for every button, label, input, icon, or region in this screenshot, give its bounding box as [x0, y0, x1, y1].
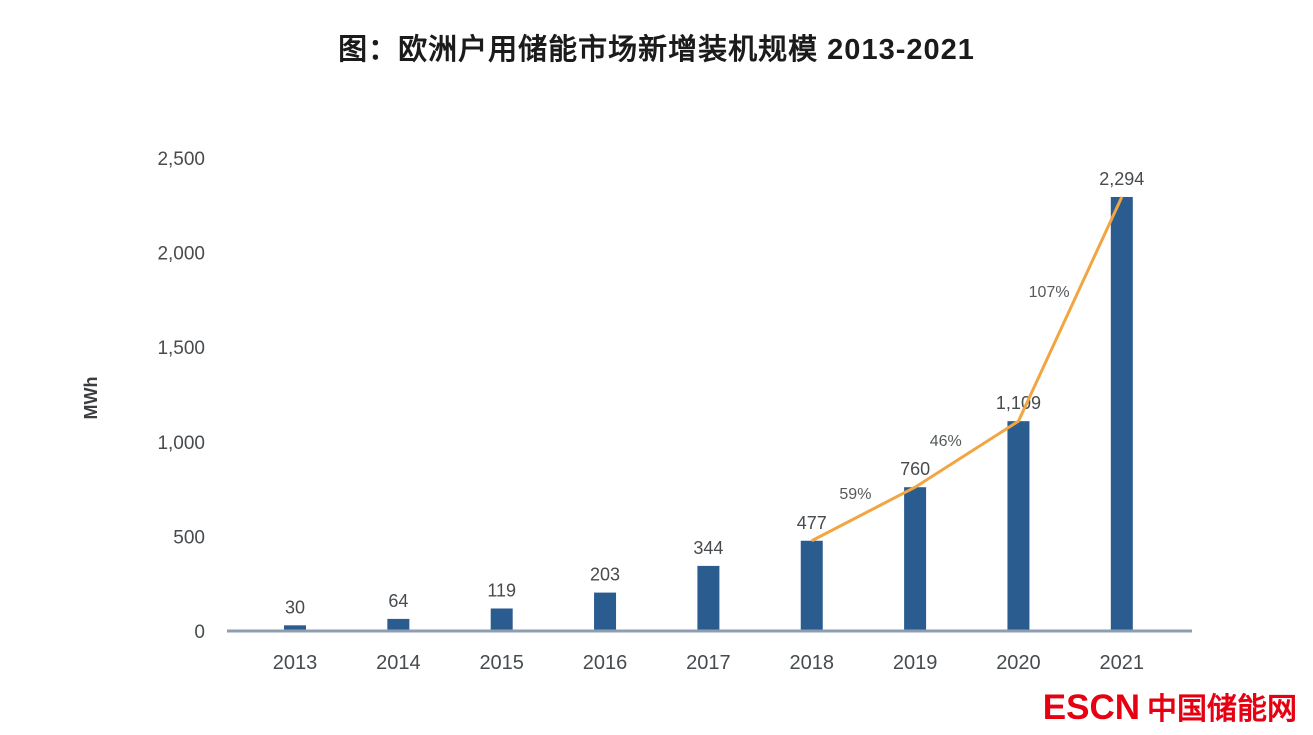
y-axis-tick-label: 1,500 — [157, 338, 205, 359]
x-axis-label: 2016 — [583, 652, 628, 674]
y-axis-tick-label: 500 — [173, 527, 205, 548]
x-axis-label: 2021 — [1100, 652, 1145, 674]
escn-logo-chinese: 中国储能网 — [1147, 693, 1297, 726]
x-axis-label: 2020 — [996, 652, 1041, 674]
bar-2014 — [387, 618, 410, 631]
y-axis-tick-label: 2,500 — [157, 149, 205, 170]
escn-logo: ESCN 中国储能网 — [1043, 690, 1297, 725]
x-axis-label: 2014 — [376, 652, 421, 674]
bar-value-label: 760 — [900, 459, 930, 479]
bar-value-label: 119 — [487, 580, 516, 600]
bar-2019 — [904, 487, 927, 631]
growth-rate-label: 46% — [930, 433, 962, 450]
x-axis-label: 2018 — [790, 652, 835, 674]
bar-value-label: 203 — [590, 565, 620, 585]
bar-value-label: 477 — [797, 513, 827, 533]
bar-2013 — [284, 625, 306, 631]
y-axis-tick-label: 0 — [194, 622, 205, 643]
bar-value-label: 64 — [388, 591, 408, 611]
bar-2021 — [1110, 196, 1133, 631]
bar-value-label: 344 — [693, 538, 723, 558]
y-axis-tick-label: 2,000 — [157, 244, 205, 265]
growth-rate-label: 107% — [1029, 284, 1070, 301]
bar-2016 — [594, 592, 617, 631]
escn-logo-latin: ESCN — [1042, 688, 1140, 727]
y-axis-tick-label: 1,000 — [157, 433, 205, 454]
growth-rate-label: 59% — [839, 486, 871, 503]
bar-2020 — [1007, 421, 1030, 631]
x-axis-label: 2013 — [273, 652, 318, 674]
x-axis-label: 2017 — [686, 652, 731, 674]
bar-2018 — [800, 540, 823, 631]
growth-line — [811, 196, 1124, 543]
bar-2017 — [697, 565, 720, 631]
x-axis-label: 2019 — [893, 652, 938, 674]
x-axis-label: 2015 — [479, 652, 524, 674]
y-axis-title: MWh — [81, 377, 101, 420]
bar-value-label: 30 — [285, 597, 305, 617]
bar-value-label: 2,294 — [1099, 169, 1144, 189]
bar-value-label: 1,109 — [996, 393, 1041, 413]
bar-2015 — [490, 608, 513, 631]
chart-title: 图：欧洲户用储能市场新增装机规模 2013-2021 — [338, 34, 975, 66]
